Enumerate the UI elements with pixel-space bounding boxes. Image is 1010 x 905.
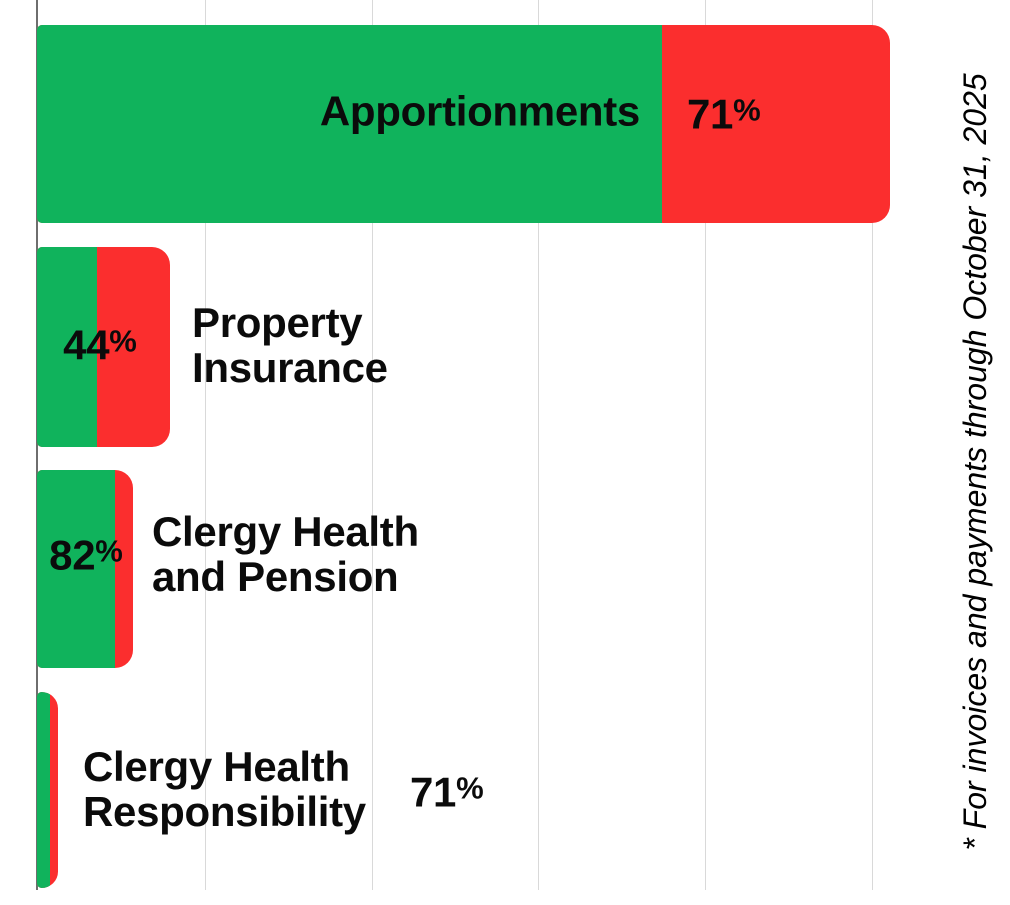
gridline bbox=[705, 0, 706, 890]
category-label-line: Property bbox=[192, 299, 363, 346]
category-label-line: Responsibility bbox=[83, 788, 366, 835]
footnote-vertical: * For invoices and payments through Octo… bbox=[957, 73, 993, 851]
y-axis-line bbox=[36, 0, 38, 890]
bar-percent-label: 71% bbox=[687, 88, 761, 137]
percent-sign: % bbox=[733, 92, 761, 128]
bar-percent-label: 71% bbox=[410, 766, 484, 815]
percent-sign: % bbox=[456, 770, 484, 806]
percent-value: 44 bbox=[63, 321, 110, 369]
gridline bbox=[872, 0, 873, 890]
percent-value: 82 bbox=[49, 531, 96, 579]
bar-clergy-health-and-pension bbox=[37, 470, 133, 668]
bar-clergy-health-responsibility bbox=[37, 692, 58, 888]
bar-fill-paid bbox=[37, 25, 663, 223]
category-label-line: Apportionments bbox=[319, 87, 640, 135]
category-label-line: Insurance bbox=[192, 344, 388, 391]
category-label-line: and Pension bbox=[152, 553, 399, 600]
bar-category-label: Clergy Health Responsibility bbox=[83, 744, 366, 834]
bar-fill-paid bbox=[37, 470, 115, 668]
bar-fill-paid bbox=[37, 247, 97, 447]
bar-percent-label: 44% bbox=[63, 319, 137, 368]
category-label-line: Clergy Health bbox=[83, 743, 350, 790]
bar-apportionments bbox=[37, 25, 890, 223]
percent-sign: % bbox=[95, 533, 123, 569]
percent-value: 71 bbox=[410, 768, 457, 816]
category-label-line: Clergy Health bbox=[152, 508, 419, 555]
gridline bbox=[372, 0, 373, 890]
percent-sign: % bbox=[109, 323, 137, 359]
gridline bbox=[538, 0, 539, 890]
bar-fill-paid bbox=[37, 692, 51, 888]
gridline bbox=[205, 0, 206, 890]
bar-category-label: Apportionments bbox=[320, 89, 640, 134]
bar-percent-label: 82% bbox=[49, 529, 123, 578]
percent-value: 71 bbox=[687, 90, 734, 138]
bar-category-label: Property Insurance bbox=[192, 300, 388, 390]
bar-category-label: Clergy Health and Pension bbox=[152, 509, 419, 599]
bar-property-insurance bbox=[37, 247, 170, 447]
